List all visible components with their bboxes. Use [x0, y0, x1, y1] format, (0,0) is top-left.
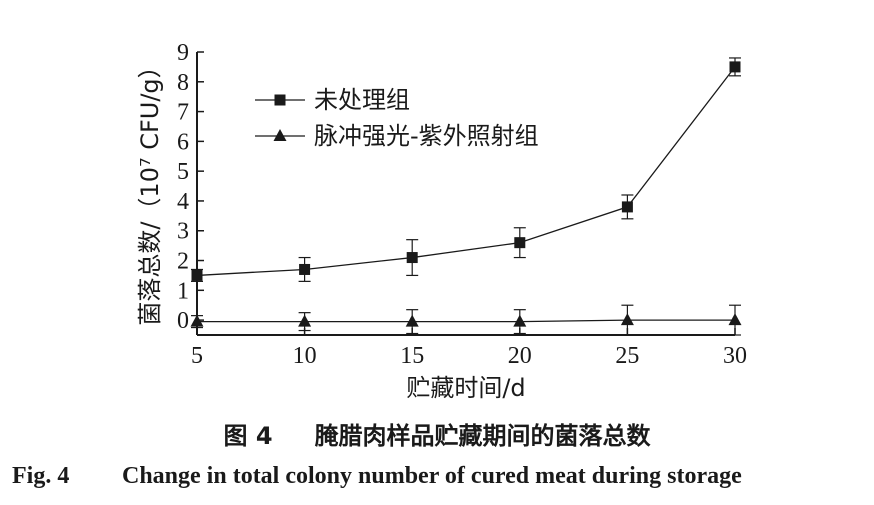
y-tick-label: 3: [177, 219, 189, 245]
y-tick-label: 9: [177, 40, 189, 66]
legend-item-2: 脉冲强光-紫外照射组: [255, 122, 539, 150]
series-layer: [190, 57, 742, 336]
x-tick-label: 5: [191, 343, 203, 369]
legend-item-1: 未处理组: [255, 86, 410, 114]
data-point: [406, 252, 418, 264]
legend-square-marker: [274, 94, 286, 106]
caption-en-number: Fig. 4: [12, 463, 70, 489]
x-axis-title: 贮藏时间/d: [406, 374, 525, 402]
y-tick-label: 4: [177, 189, 189, 215]
y-tick-label: 6: [177, 129, 189, 155]
y-axis-title: 菌落总数/（10⁷ CFU/g）: [136, 54, 164, 325]
figure-caption-english: Fig. 4 Change in total colony number of c…: [12, 463, 742, 490]
series-line: [197, 319, 735, 323]
axes: [196, 52, 735, 336]
y-tick-label: 0: [177, 308, 189, 334]
y-tick-label: 2: [177, 249, 189, 275]
series-line: [196, 66, 736, 277]
data-point: [191, 269, 203, 281]
legend-triangle-marker: [273, 129, 287, 141]
x-tick-label: 30: [723, 343, 747, 369]
legend-label: 脉冲强光-紫外照射组: [314, 122, 539, 150]
data-point: [620, 313, 634, 326]
x-tick-label: 20: [508, 343, 532, 369]
figure-caption-chinese: 图 4 腌腊肉样品贮藏期间的菌落总数: [0, 416, 874, 451]
caption-cn-title: 腌腊肉样品贮藏期间的菌落总数: [314, 422, 651, 450]
caption-cn-number: 图 4: [223, 422, 273, 450]
data-point: [514, 237, 526, 249]
series-2: [190, 304, 742, 336]
data-point: [190, 314, 204, 327]
data-point: [405, 314, 419, 327]
data-point: [513, 314, 527, 327]
series-1: [191, 57, 741, 282]
ticks: 0 1 2 3 4 5 6 7 8 9 5 10 15 20 25 30: [177, 40, 747, 369]
data-point: [621, 201, 633, 213]
data-point: [728, 313, 742, 326]
y-tick-label: 5: [177, 159, 189, 185]
x-tick-label: 15: [400, 343, 424, 369]
x-tick-label: 25: [615, 343, 639, 369]
y-tick-label: 1: [177, 278, 189, 304]
data-point: [298, 314, 312, 327]
data-point: [299, 263, 311, 275]
caption-en-title: Change in total colony number of cured m…: [122, 463, 742, 489]
y-tick-label: 7: [177, 100, 189, 126]
x-tick-label: 10: [293, 343, 317, 369]
data-point: [729, 61, 741, 73]
legend-label: 未处理组: [314, 86, 410, 114]
y-tick-label: 8: [177, 70, 189, 96]
